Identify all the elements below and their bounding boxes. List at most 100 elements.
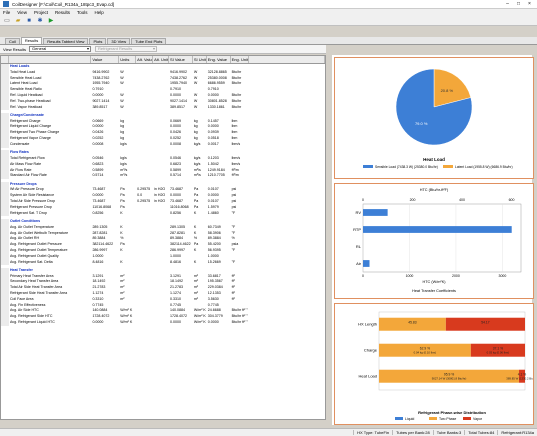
- settings-icon[interactable]: ✱: [37, 17, 43, 24]
- row-selector[interactable]: [1, 210, 9, 217]
- table-row[interactable]: Latent Heat Load 1955.7940 W 1955.7940 W 6686…: [1, 81, 325, 88]
- open-folder-icon[interactable]: ▰: [15, 17, 21, 24]
- pane-splitter[interactable]: [326, 45, 332, 428]
- table-row[interactable]: Ref. Two-phase Heatload 9027.1414 W 9027.14…: [1, 98, 325, 105]
- row-selector[interactable]: [1, 253, 9, 260]
- column-header[interactable]: SI Value: [169, 56, 193, 63]
- table-row[interactable]: Total Air Side Pressure Drop 73.4687 Pa 0.2…: [1, 199, 325, 205]
- row-selector[interactable]: [1, 155, 9, 162]
- table-row[interactable]: Total Air Side Heat Transfer Area 21.2783…: [1, 285, 325, 291]
- row-selector[interactable]: [1, 64, 9, 70]
- row-selector[interactable]: [1, 230, 9, 237]
- row-selector[interactable]: [1, 124, 9, 131]
- row-selector[interactable]: [1, 187, 9, 194]
- tab-coil[interactable]: Coil: [5, 38, 20, 44]
- column-header[interactable]: Eng. Units: [231, 56, 249, 63]
- row-selector[interactable]: [1, 193, 9, 200]
- table-row[interactable]: Secondary Heat Transfer Area 18.1492 m² 18.…: [1, 279, 325, 286]
- row-selector[interactable]: [1, 69, 9, 76]
- column-header[interactable]: [9, 56, 92, 63]
- row-selector[interactable]: [1, 130, 9, 137]
- column-header[interactable]: Alt. Units: [154, 56, 169, 63]
- row-selector[interactable]: [1, 81, 9, 88]
- results-category-select[interactable]: General ▾: [29, 46, 92, 52]
- row-selector[interactable]: [1, 150, 9, 156]
- row-selector[interactable]: [1, 75, 9, 82]
- row-selector[interactable]: [1, 290, 9, 297]
- maximize-icon[interactable]: □: [516, 1, 521, 7]
- table-row[interactable]: Refrigerant Two Phase Charge 0.0426 kg 0.04…: [1, 130, 325, 137]
- row-selector[interactable]: [1, 273, 9, 280]
- column-header[interactable]: Alt. Value: [137, 56, 154, 63]
- menu-file[interactable]: File: [3, 10, 11, 15]
- table-row[interactable]: Air Flow Rate 0.5899 m³/s 0.5899 m³/s 1249.91…: [1, 167, 325, 174]
- table-row[interactable]: Avg. Refrigerant Side HTC 1728.4072 W/m² K…: [1, 314, 325, 320]
- row-selector[interactable]: [1, 87, 9, 93]
- row-selector[interactable]: [1, 161, 9, 168]
- section-header-row[interactable]: Heat Transfer: [1, 267, 325, 274]
- table-row[interactable]: Avg. Air Outlet Temperature 289.1305 K 289.…: [1, 224, 325, 231]
- tab-results-tabbed-view[interactable]: Results Tabbed View: [43, 38, 89, 44]
- table-row[interactable]: System Air Side Resistance 0.0000 Pa 0.0 in …: [1, 193, 325, 200]
- menu-help[interactable]: Help: [94, 10, 104, 15]
- menu-tools[interactable]: Tools: [76, 10, 88, 15]
- section-header-row[interactable]: Pressure Drops: [1, 181, 325, 188]
- column-header[interactable]: [249, 56, 325, 63]
- tab-results[interactable]: Results: [20, 37, 43, 44]
- row-selector[interactable]: [1, 267, 9, 274]
- menu-project[interactable]: Project: [33, 10, 48, 15]
- row-selector[interactable]: [1, 118, 9, 125]
- row-selector[interactable]: [1, 199, 9, 205]
- row-selector[interactable]: [1, 224, 9, 231]
- row-selector[interactable]: [1, 92, 9, 99]
- table-row[interactable]: Refrigerant Sat. T Drop 0.8256 K 0.8256 K 1.4…: [1, 210, 325, 217]
- row-selector[interactable]: [1, 218, 9, 225]
- table-row[interactable]: Sensible Heat Load 7438.2762 W 7438.2762 W 25…: [1, 75, 325, 82]
- table-row[interactable]: Refrigerant Liquid Charge 0.0000 kg 0.0000 k…: [1, 124, 325, 131]
- row-selector[interactable]: [1, 167, 9, 174]
- table-row[interactable]: Refrigerant Vapor Charge 0.0252 kg 0.0252 kg…: [1, 136, 325, 142]
- table-row[interactable]: Air Mass Flow Rate 0.6823 kg/s 0.6823 kg/s 1.…: [1, 161, 325, 168]
- table-row[interactable]: Sensible Heat Ratio 0.7910 0.7910 0.7910: [1, 87, 325, 93]
- section-header-row[interactable]: Heat Loads: [1, 64, 325, 70]
- table-row[interactable]: Refrigerant Side Heat Transfer Area 1.127…: [1, 290, 325, 297]
- table-row[interactable]: Coil Face Area 0.3310 m² 0.3310 m² 3.5630 ft²: [1, 296, 325, 303]
- new-file-icon[interactable]: ▭: [4, 17, 10, 24]
- row-selector[interactable]: [1, 104, 9, 111]
- section-header-row[interactable]: Charge/Condensate: [1, 112, 325, 119]
- tab-tube-end-plots[interactable]: Tube End Plots: [131, 38, 167, 44]
- table-row[interactable]: Wt Air Pressure Drop 73.4687 Pa 0.29575 in H…: [1, 187, 325, 194]
- tab-3d-view[interactable]: 3D View: [107, 38, 131, 44]
- row-selector[interactable]: [1, 141, 9, 148]
- table-row[interactable]: Avg. Refrigerant Outlet Pressure 382114.4…: [1, 242, 325, 248]
- row-selector[interactable]: [1, 112, 9, 119]
- table-row[interactable]: Standard Air Flow Rate 0.5714 m³/s 0.5714 m³…: [1, 173, 325, 180]
- table-row[interactable]: Avg. Refrigerant Outlet Quality 1.0000 1.0…: [1, 253, 325, 260]
- row-selector[interactable]: [1, 181, 9, 188]
- close-icon[interactable]: ×: [528, 1, 531, 7]
- row-selector[interactable]: [1, 302, 9, 309]
- row-selector[interactable]: [1, 136, 9, 142]
- run-icon[interactable]: ▶: [48, 17, 54, 24]
- row-selector[interactable]: [1, 204, 9, 211]
- row-selector[interactable]: [1, 98, 9, 105]
- section-header-row[interactable]: Flow Rates: [1, 150, 325, 156]
- row-selector[interactable]: [1, 314, 9, 320]
- table-row[interactable]: Condensate 0.0008 kg/s 0.0008 kg/s 0.0017 lbm/…: [1, 141, 325, 148]
- table-row[interactable]: Refrigerant Charge 0.0669 kg 0.0669 kg 0.1457…: [1, 118, 325, 125]
- refrigerant-results-select[interactable]: Refrigerant Results ▾: [95, 46, 158, 52]
- column-header[interactable]: [1, 56, 9, 63]
- menu-results[interactable]: Results: [54, 10, 70, 15]
- table-row[interactable]: Total Refrigerant Flow 0.0546 kg/s 0.0546 kg…: [1, 155, 325, 162]
- column-header[interactable]: Value: [91, 56, 120, 63]
- table-row[interactable]: Refrigerant Pressure Drop 11016.8068 Pa 110…: [1, 204, 325, 211]
- table-row[interactable]: Ref. Liquid Heatload 0.0000 W 0.0000 W 0.0000…: [1, 92, 325, 99]
- minimize-icon[interactable]: –: [506, 1, 509, 7]
- column-header[interactable]: Eng. Value: [207, 56, 231, 63]
- save-icon[interactable]: ■: [27, 17, 31, 24]
- row-selector[interactable]: [1, 285, 9, 291]
- table-row[interactable]: Avg. Air Outlet Wetbulb Temperature 287.8…: [1, 230, 325, 237]
- section-header-row[interactable]: Outlet Conditions: [1, 218, 325, 225]
- table-row[interactable]: Ref. Vapor Heatload 389.8517 W 389.8517 W 133…: [1, 104, 325, 111]
